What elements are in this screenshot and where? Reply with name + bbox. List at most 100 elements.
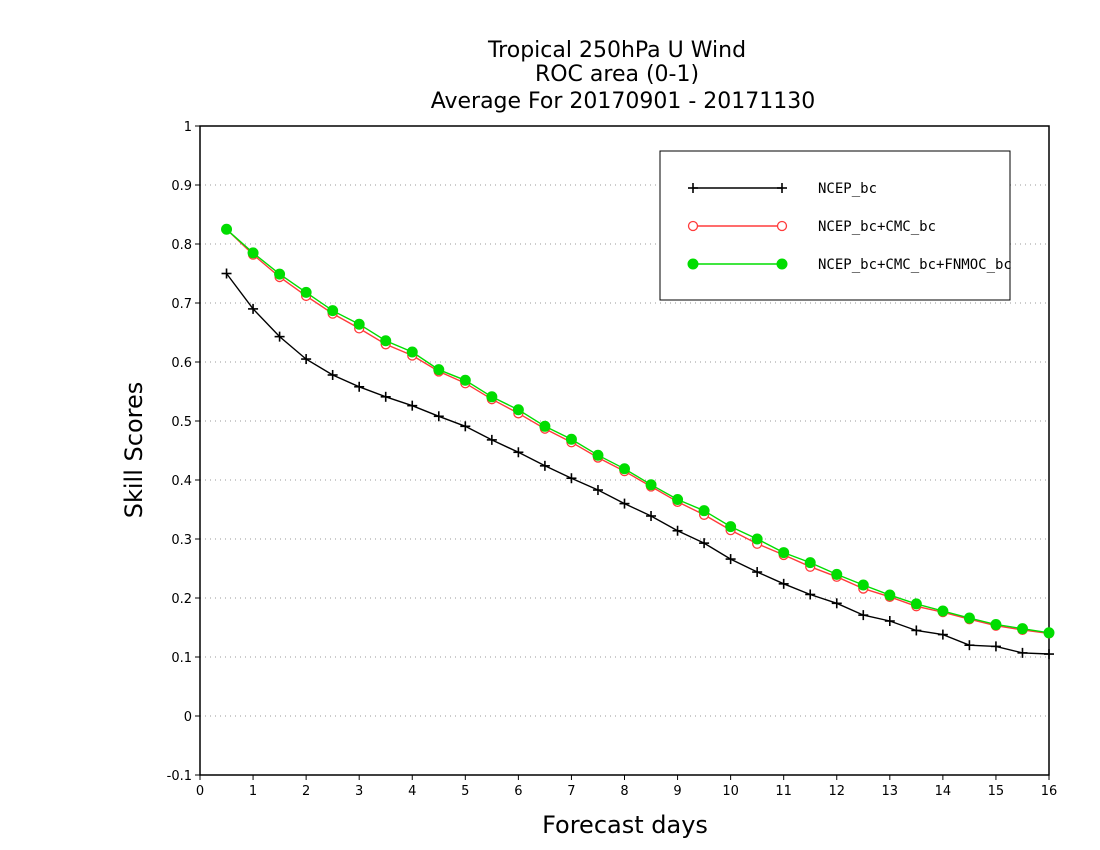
chart-title-line-1: Tropical 250hPa U Wind (487, 38, 746, 63)
legend-marker-3 (687, 258, 699, 270)
x-tick-label: 16 (1041, 784, 1058, 799)
series-1-point (699, 538, 710, 549)
series-3-point (698, 505, 710, 517)
series-1-point (990, 641, 1001, 652)
y-tick-label: 0 (184, 710, 192, 725)
series-1-point (380, 391, 391, 402)
series-3-point (327, 305, 339, 317)
x-tick-label: 13 (882, 784, 899, 799)
series-3-point (247, 247, 259, 259)
y-tick-label: 0.4 (171, 474, 192, 489)
legend-label-3: NCEP_bc+CMC_bc+FNMOC_bc (818, 257, 1012, 273)
legend: NCEP_bc NCEP_bc+CMC_bc NCEP_bc+CMC_bc+FNMO… (659, 150, 1012, 301)
series-1-point (248, 303, 259, 314)
series-3-point (857, 579, 869, 591)
series-1-point (327, 369, 338, 380)
legend-label-1: NCEP_bc (818, 181, 877, 197)
series-1-point (486, 434, 497, 445)
series-1-point (646, 510, 657, 521)
x-tick-label: 8 (620, 784, 628, 799)
y-axis-title: Skill Scores (120, 382, 148, 519)
y-tick-label: 0.6 (171, 356, 192, 371)
series-1-point (911, 625, 922, 636)
x-tick-label: 10 (722, 784, 739, 799)
series-1-point (831, 598, 842, 609)
x-tick-label: 1 (249, 784, 257, 799)
series-1-point (1017, 647, 1028, 658)
series-1-point (1044, 649, 1054, 660)
series-1-point (778, 578, 789, 589)
series-3-point (433, 364, 445, 376)
legend-label-2: NCEP_bc+CMC_bc (818, 219, 936, 235)
series-1-point (301, 354, 312, 365)
series-3-point (990, 619, 1002, 631)
series-1-point (805, 589, 816, 600)
y-tick-label: 0.3 (171, 533, 192, 548)
series-1-point (221, 268, 232, 279)
x-tick-label: 14 (935, 784, 952, 799)
series-3-point (645, 479, 657, 491)
plot-frame (199, 125, 1050, 776)
legend-marker-2 (776, 220, 788, 232)
series-3-point (592, 449, 604, 461)
series-3-point (619, 463, 630, 475)
series-1-point (513, 447, 524, 458)
series-3-point (353, 318, 365, 330)
x-tick-label: 9 (673, 784, 681, 799)
x-tick-label: 3 (355, 784, 363, 799)
y-tick-label: 0.2 (171, 592, 192, 607)
y-tick-label: -0.1 (167, 769, 192, 784)
y-tick-label: 0.9 (171, 179, 192, 194)
legend-marker-3 (776, 258, 788, 270)
series-3-point (672, 493, 684, 505)
x-axis-title: Forecast days (542, 811, 708, 839)
series-3-point (459, 374, 471, 386)
y-tick-label: 0.7 (171, 297, 192, 312)
series-1-point (354, 381, 365, 392)
series-3-point (406, 346, 418, 358)
series-3-point (221, 223, 233, 235)
series-1-point (566, 473, 577, 484)
series-1-point (433, 411, 444, 422)
series-3-point (751, 533, 763, 545)
y-tick-label: 0.1 (171, 651, 192, 666)
series-3-point (778, 547, 790, 559)
series-3-point (565, 433, 577, 445)
x-tick-label: 0 (196, 784, 204, 799)
series-1-point (752, 567, 763, 578)
x-tick-label: 11 (775, 784, 792, 799)
series-3-point (937, 605, 949, 617)
series-3-point (884, 589, 896, 601)
series-1-point (619, 498, 630, 509)
series-1-point (672, 525, 683, 536)
y-tick-label: 0.8 (171, 238, 192, 253)
series-1-point (858, 610, 869, 621)
series-3-point (274, 268, 286, 280)
series-1-point (937, 629, 948, 640)
series-3-point (725, 521, 737, 533)
series-3-point (539, 420, 551, 432)
series-3-point (1016, 623, 1028, 635)
y-tick-label: 1 (184, 120, 192, 135)
legend-marker-1 (777, 183, 787, 193)
series-1-point (460, 421, 471, 432)
series-3-point (486, 391, 498, 403)
series-line-1 (225, 273, 1050, 655)
series-3-point (512, 404, 524, 416)
series-1-point (274, 331, 285, 342)
series-3-point (1043, 627, 1055, 639)
series-3-point (910, 598, 922, 610)
x-tick-label: 12 (828, 784, 845, 799)
series-1-point (592, 485, 603, 496)
legend-marker-2 (687, 220, 699, 232)
series-3-point (831, 568, 843, 580)
series-3-point (380, 335, 392, 347)
legend-marker-1 (688, 183, 698, 193)
chart-title-line-2: ROC area (0-1) (535, 62, 699, 87)
series-3-point (963, 612, 975, 624)
series-3-point (300, 286, 312, 298)
x-tick-label: 5 (461, 784, 469, 799)
x-tick-label: 2 (302, 784, 310, 799)
series-1-point (725, 554, 736, 565)
